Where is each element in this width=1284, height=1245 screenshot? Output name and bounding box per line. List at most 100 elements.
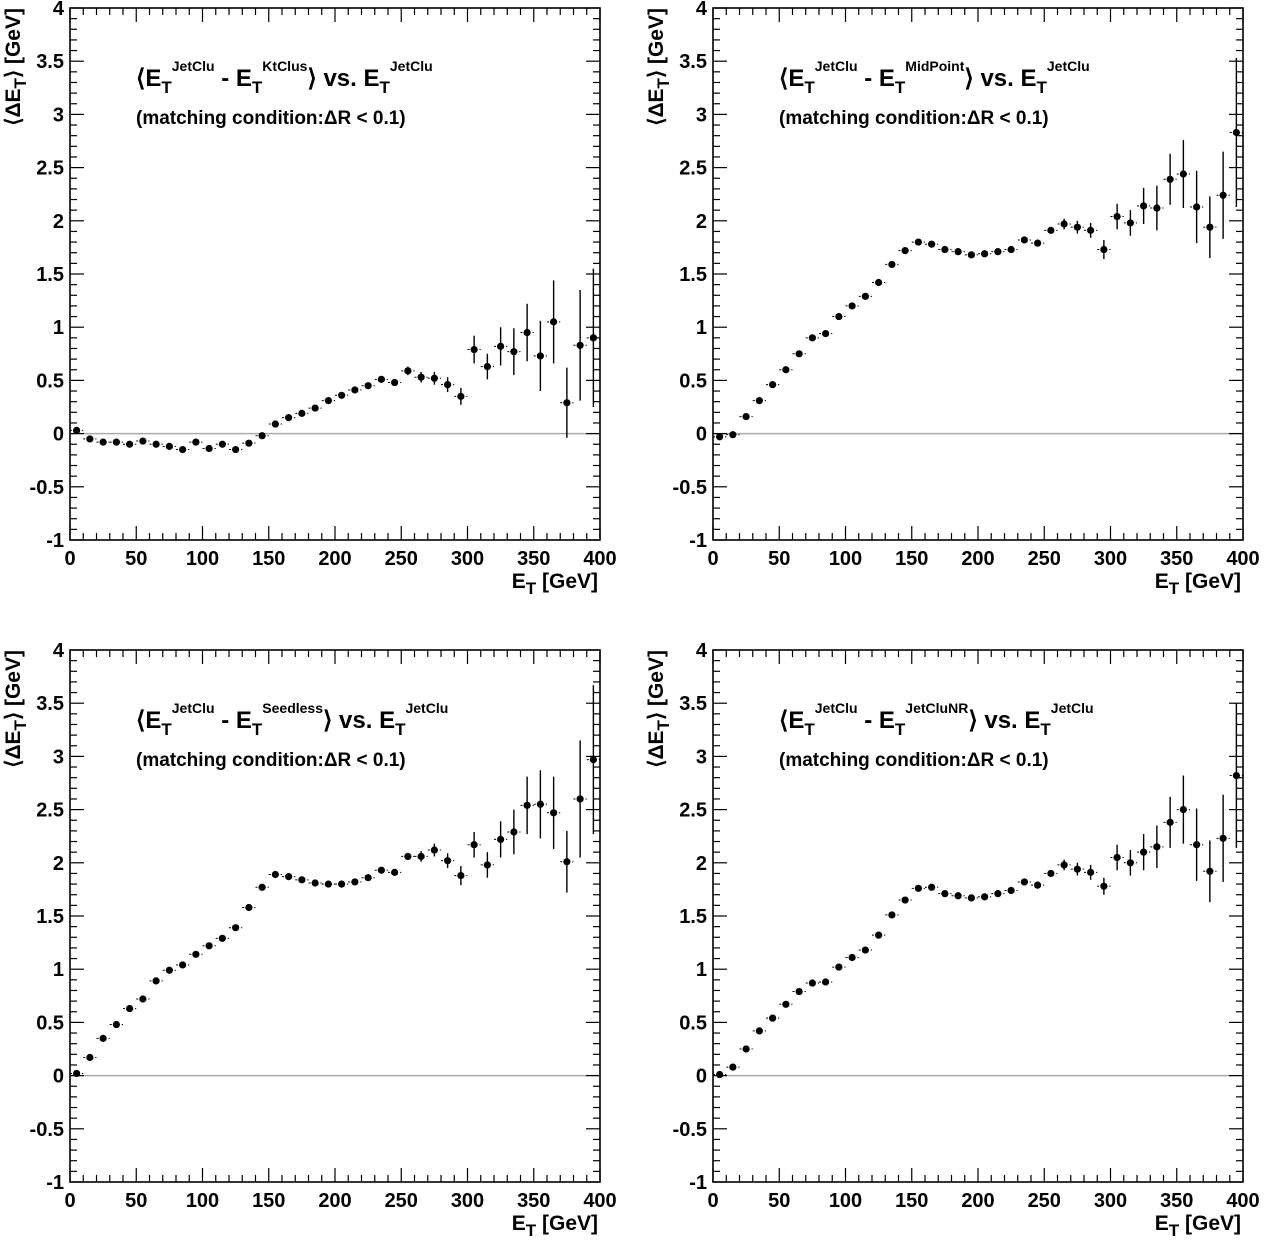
data-point (112, 1020, 120, 1029)
matching-condition: (matching condition:ΔR < 0.1) (779, 108, 1049, 129)
y-tick-label: 4 (696, 0, 708, 20)
data-point (351, 386, 359, 394)
data-point (298, 876, 306, 884)
y-tick-label: 0 (53, 1066, 64, 1088)
data-point (795, 350, 803, 358)
data-point (795, 987, 803, 996)
title-mid: - E (215, 707, 252, 734)
data-point (914, 238, 922, 246)
data-point (258, 432, 266, 440)
data-point (563, 399, 571, 407)
x-axis-title-main: E (1155, 1212, 1169, 1235)
title-sub: T (895, 78, 906, 97)
y-tick-label: 3 (53, 746, 64, 768)
data-point (729, 1063, 737, 1071)
y-axis-title-suffix: ⟩ [GeV] (645, 650, 668, 720)
data-point (523, 801, 531, 809)
x-tick-label: 400 (1226, 548, 1259, 570)
x-tick-label: 200 (961, 548, 994, 570)
data-point (1020, 878, 1028, 886)
data-point (981, 893, 989, 901)
x-axis-title: ET [GeV] (512, 1212, 598, 1240)
y-tick-label: 1.5 (36, 264, 64, 286)
data-point (914, 884, 922, 892)
data-point (782, 366, 790, 374)
data-point (377, 866, 385, 874)
y-tick-label: 4 (53, 0, 65, 20)
y-tick-label: 0 (53, 424, 64, 446)
title-sub: T (161, 720, 172, 739)
y-tick-label: 3.5 (679, 693, 707, 715)
y-axis-title-prefix: ⟨ΔE (2, 730, 25, 767)
data-point (716, 433, 724, 441)
data-point (875, 931, 883, 939)
y-tick-label: 4 (696, 640, 708, 662)
matching-condition: (matching condition:ΔR < 0.1) (779, 750, 1049, 771)
y-axis-title-prefix: ⟨ΔE (645, 88, 668, 125)
data-point (941, 245, 949, 254)
chart-panel-1: 0 50 100 150 200 250 300 350 400 -1 -0.5 0 0.5 1 1.5 2 2… (2, 0, 617, 598)
data-point (457, 392, 465, 400)
x-tick-label: 100 (186, 548, 219, 570)
data-point (1232, 771, 1240, 780)
data-point (258, 883, 266, 891)
data-point (245, 439, 253, 447)
y-tick-label: 4 (53, 640, 65, 662)
data-point (861, 292, 869, 300)
y-tick-label: 2.5 (36, 800, 64, 822)
data-point (536, 800, 544, 808)
data-point (152, 440, 160, 448)
y-tick-label: -0.5 (673, 477, 707, 499)
x-axis-title-unit: [GeV] (1179, 570, 1241, 593)
x-tick-label: 250 (1028, 1190, 1061, 1212)
chart-panel-3: 0 50 100 150 200 250 300 350 400 -1 -0.5 0 0.5 1 1.5 2 2… (2, 640, 617, 1240)
data-point (152, 977, 160, 985)
data-point (285, 414, 293, 422)
data-point (73, 1069, 81, 1078)
data-point (73, 426, 81, 435)
data-point (1193, 203, 1201, 211)
x-tick-label: 200 (318, 548, 351, 570)
x-tick-label: 100 (829, 548, 862, 570)
y-tick-label: 3 (696, 104, 707, 126)
x-axis-title-main: E (1155, 570, 1169, 593)
matching-condition: (matching condition:ΔR < 0.1) (136, 108, 406, 129)
y-tick-label: -1 (46, 530, 64, 552)
x-axis-title-sub: T (526, 579, 537, 598)
y-tick-label: 3.5 (679, 51, 707, 73)
data-point (510, 828, 518, 836)
data-point (205, 444, 213, 453)
data-point (1206, 223, 1214, 231)
data-point (901, 896, 909, 904)
data-point (311, 879, 319, 887)
data-point (139, 995, 147, 1003)
title-lead: ⟨E (136, 65, 161, 92)
data-point (888, 260, 896, 269)
data-point (967, 251, 975, 259)
y-axis-title-prefix: ⟨ΔE (645, 730, 668, 767)
x-tick-label: 0 (64, 1190, 75, 1212)
data-point (351, 878, 359, 886)
x-tick-label: 350 (517, 548, 550, 570)
data-point (179, 961, 187, 969)
data-point (1100, 245, 1108, 254)
x-axis-title: ET [GeV] (1155, 1212, 1241, 1240)
title-lead: ⟨E (779, 65, 804, 92)
data-point (470, 841, 478, 849)
chart-title: ⟨ETJetClu - ETSeedless⟩ vs. ETJetClu (136, 700, 448, 739)
data-point (1126, 859, 1134, 867)
data-point (1193, 841, 1201, 849)
title-sup: JetClu (815, 58, 858, 74)
y-tick-label: 2.5 (679, 800, 707, 822)
x-tick-label: 300 (1094, 1190, 1127, 1212)
data-point (1179, 806, 1187, 814)
x-tick-label: 400 (583, 548, 616, 570)
y-tick-label: 0.5 (36, 370, 64, 392)
x-tick-label: 100 (829, 1190, 862, 1212)
data-point (1034, 239, 1042, 247)
y-axis-title-sub: T (654, 719, 673, 730)
data-point (1113, 212, 1121, 221)
data-point (967, 894, 975, 902)
title-sup: JetClu (172, 700, 215, 716)
data-point (875, 278, 883, 287)
